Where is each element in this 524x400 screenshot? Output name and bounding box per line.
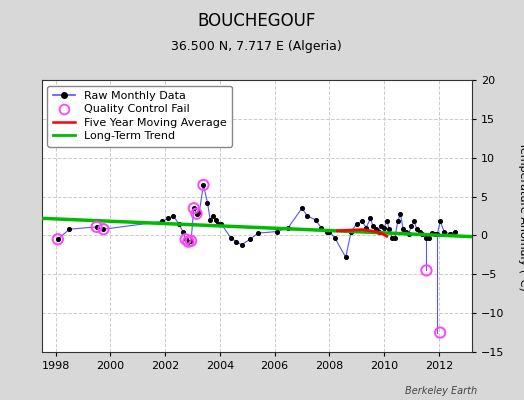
- Point: [92, 224, 101, 230]
- Point: [192, 210, 201, 217]
- Point: [394, 218, 402, 225]
- Point: [413, 226, 421, 232]
- Point: [237, 242, 246, 248]
- Point: [169, 213, 178, 219]
- Point: [179, 228, 187, 235]
- Point: [192, 210, 201, 217]
- Point: [163, 215, 172, 222]
- Point: [342, 254, 350, 260]
- Point: [100, 226, 108, 232]
- Point: [325, 228, 333, 235]
- Point: [311, 217, 320, 223]
- Point: [396, 210, 405, 217]
- Point: [388, 234, 397, 241]
- Point: [199, 182, 208, 188]
- Point: [190, 205, 198, 212]
- Point: [407, 223, 416, 229]
- Point: [347, 228, 355, 235]
- Point: [199, 182, 208, 188]
- Point: [303, 213, 312, 219]
- Point: [212, 217, 220, 223]
- Point: [174, 220, 183, 227]
- Point: [380, 224, 388, 231]
- Point: [184, 238, 192, 245]
- Point: [214, 220, 223, 227]
- Point: [284, 224, 292, 231]
- Legend: Raw Monthly Data, Quality Control Fail, Five Year Moving Average, Long-Term Tren: Raw Monthly Data, Quality Control Fail, …: [48, 86, 233, 147]
- Point: [273, 228, 281, 235]
- Point: [374, 228, 383, 235]
- Point: [383, 218, 391, 225]
- Point: [158, 218, 167, 225]
- Point: [317, 224, 325, 231]
- Text: Berkeley Earth: Berkeley Earth: [405, 386, 477, 396]
- Point: [254, 230, 263, 236]
- Point: [366, 215, 375, 222]
- Point: [187, 238, 195, 244]
- Point: [451, 228, 460, 235]
- Text: 36.500 N, 7.717 E (Algeria): 36.500 N, 7.717 E (Algeria): [171, 40, 342, 53]
- Point: [217, 220, 225, 227]
- Point: [430, 231, 439, 237]
- Point: [422, 234, 431, 241]
- Point: [203, 200, 212, 206]
- Point: [362, 224, 370, 231]
- Point: [53, 236, 62, 242]
- Point: [445, 231, 454, 237]
- Point: [92, 224, 101, 230]
- Point: [428, 230, 436, 236]
- Point: [418, 231, 427, 237]
- Point: [422, 267, 431, 274]
- Point: [358, 218, 366, 225]
- Point: [209, 213, 217, 219]
- Y-axis label: Temperature Anomaly (°C): Temperature Anomaly (°C): [518, 142, 524, 290]
- Point: [416, 228, 424, 235]
- Point: [331, 234, 339, 241]
- Point: [372, 226, 380, 232]
- Point: [65, 226, 73, 232]
- Point: [100, 226, 108, 232]
- Point: [322, 228, 331, 235]
- Point: [410, 218, 418, 225]
- Point: [440, 228, 449, 235]
- Point: [436, 329, 444, 336]
- Point: [436, 218, 444, 225]
- Point: [369, 223, 377, 229]
- Point: [298, 205, 306, 212]
- Point: [385, 226, 394, 232]
- Point: [187, 238, 195, 244]
- Point: [433, 231, 442, 237]
- Text: BOUCHEGOUF: BOUCHEGOUF: [198, 12, 316, 30]
- Point: [246, 236, 254, 242]
- Point: [402, 228, 410, 235]
- Point: [425, 234, 433, 241]
- Point: [405, 231, 413, 237]
- Point: [53, 236, 62, 242]
- Point: [377, 223, 386, 229]
- Point: [195, 209, 203, 215]
- Point: [391, 234, 399, 241]
- Point: [353, 220, 361, 227]
- Point: [181, 236, 190, 242]
- Point: [232, 238, 241, 245]
- Point: [190, 205, 198, 212]
- Point: [206, 217, 214, 223]
- Point: [399, 226, 407, 232]
- Point: [181, 236, 190, 242]
- Point: [226, 234, 235, 241]
- Point: [184, 238, 192, 245]
